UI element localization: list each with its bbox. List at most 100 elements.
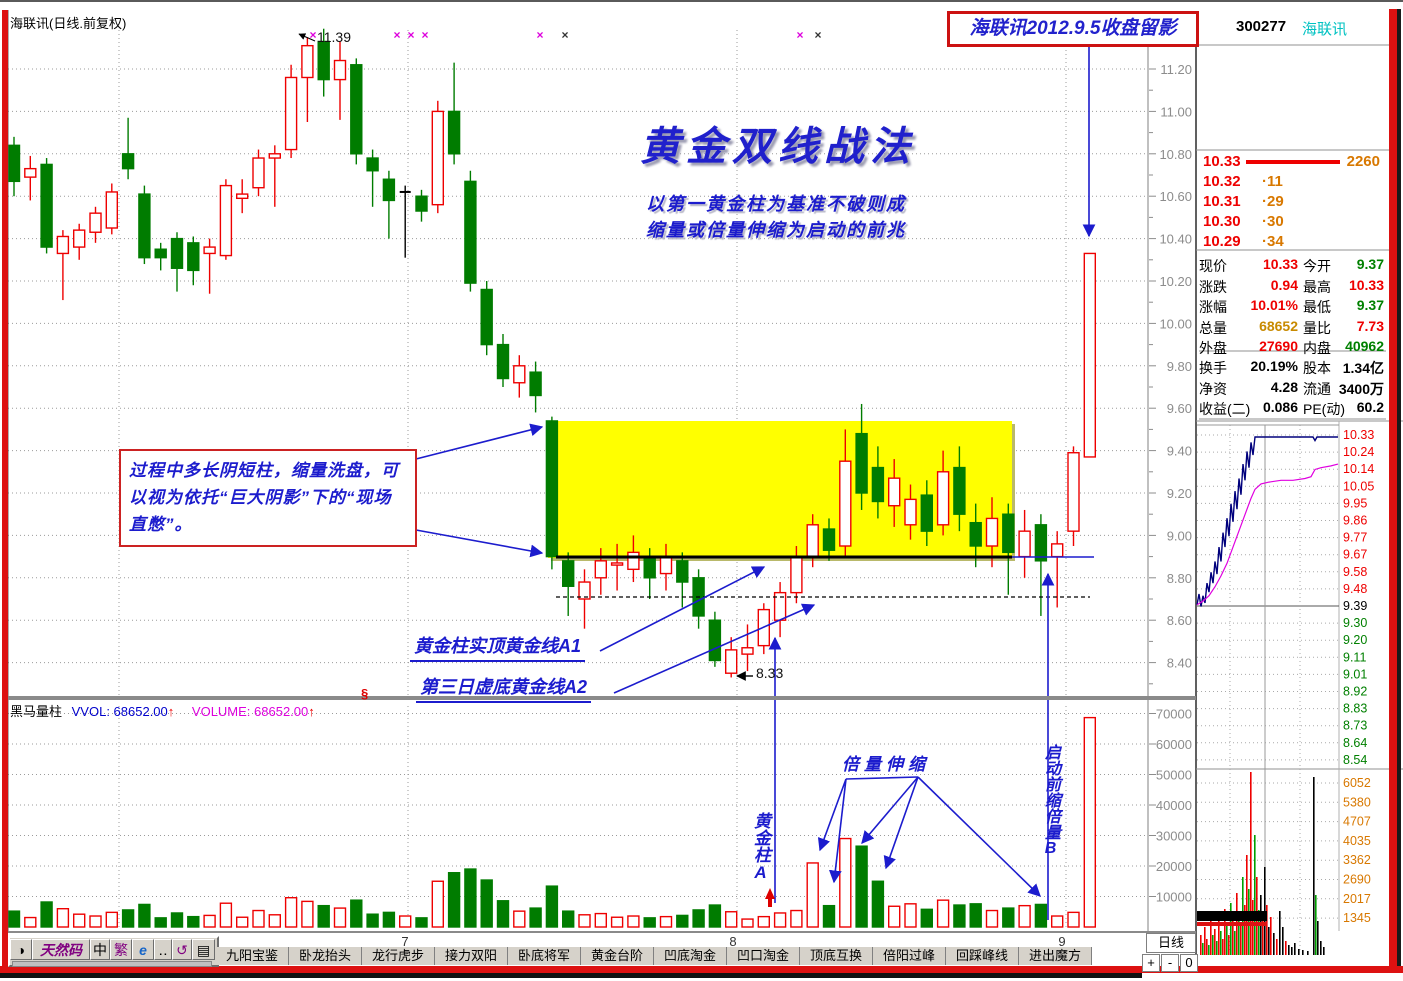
candle	[643, 548, 656, 599]
candle-body	[284, 76, 298, 151]
candle-body	[366, 157, 379, 172]
ime-status-strip	[12, 961, 212, 967]
mini-volume-spike	[1246, 855, 1248, 955]
mini-volume-label: 6052	[1343, 776, 1371, 790]
up-arrow-icon: ↑	[167, 704, 175, 719]
ime-logo-icon[interactable]: ◑	[10, 939, 32, 960]
volume-bar	[985, 909, 999, 928]
price-tick-label: 11.00	[1160, 104, 1192, 119]
candle	[839, 429, 852, 557]
section-marker: §	[361, 686, 369, 701]
ime-loop-icon[interactable]: ↺	[172, 939, 192, 960]
candle	[284, 64, 298, 159]
candle-body	[187, 242, 200, 272]
volume-bar	[105, 911, 119, 928]
tab-倍阳过峰[interactable]: 倍阳过峰	[873, 947, 946, 965]
candle	[627, 535, 640, 583]
mini-volume-spike	[1252, 900, 1254, 955]
candle-body	[806, 524, 819, 558]
candle-body	[904, 498, 917, 526]
ime-traditional-button[interactable]: 繁	[110, 939, 132, 960]
volume-bar	[676, 914, 689, 928]
candle	[496, 334, 510, 387]
volume-bar	[578, 914, 591, 928]
tab-凹底淘金[interactable]: 凹底淘金	[654, 947, 727, 965]
tab-接力双阳[interactable]: 接力双阳	[435, 947, 508, 965]
volume-bar	[741, 918, 754, 928]
candle	[431, 100, 444, 214]
vvol-value: VVOL: 68652.00	[71, 704, 168, 719]
volume-tick-label: 30000	[1156, 829, 1192, 844]
candle-body	[562, 560, 575, 587]
mini-price-label: 8.54	[1343, 753, 1367, 767]
tab-进出魔方[interactable]: 进出魔方	[1019, 947, 1092, 965]
mini-volume-spike	[1268, 927, 1270, 955]
peak-pointer-line	[298, 33, 316, 42]
candle	[235, 179, 249, 214]
candle-body	[138, 193, 151, 259]
ime-chinese-button[interactable]: 中	[90, 939, 110, 960]
volume-bar	[89, 915, 102, 928]
candle	[757, 603, 770, 655]
tab-顶底互换[interactable]: 顶底互换	[800, 947, 873, 965]
zoom-button--[interactable]: -	[1161, 954, 1179, 972]
candle-body	[415, 195, 428, 212]
candle-body	[985, 517, 999, 547]
volume-bar	[431, 880, 444, 928]
volume-bar	[203, 914, 216, 928]
left-red-border	[2, 10, 8, 966]
tab-凹口淘金[interactable]: 凹口淘金	[727, 947, 800, 965]
zoom-button-0[interactable]: 0	[1180, 954, 1198, 972]
candle-body	[578, 581, 591, 600]
candle-body	[170, 237, 184, 269]
volume-bar	[154, 917, 167, 928]
mini-price-label: 9.48	[1343, 582, 1367, 596]
tab-回踩峰线[interactable]: 回踩峰线	[946, 947, 1019, 965]
quote-value: 9.37	[1356, 256, 1384, 272]
candle	[741, 624, 754, 672]
candle-body	[529, 371, 542, 397]
top-frame-line	[0, 0, 1403, 2]
stock-code: 300277	[1236, 18, 1287, 35]
ime-dots-icon[interactable]: ‥	[154, 939, 172, 960]
tab-卧底将军[interactable]: 卧底将军	[508, 947, 581, 965]
candle-body	[154, 248, 167, 259]
quote-label: 涨幅	[1199, 299, 1227, 315]
tab-龙行虎步[interactable]: 龙行虎步	[362, 947, 435, 965]
candle-body	[431, 110, 444, 206]
ime-keyboard-icon[interactable]: ▤	[192, 939, 215, 960]
volume-bar	[871, 880, 885, 928]
candle	[1067, 446, 1080, 546]
ime-name-button[interactable]: 天然码	[32, 939, 90, 960]
candle	[806, 514, 819, 568]
candle	[985, 497, 999, 568]
tab-九阳宝鉴[interactable]: 九阳宝鉴	[216, 947, 289, 965]
candle	[105, 183, 119, 235]
candle	[252, 149, 265, 197]
volume-bar	[1034, 903, 1048, 928]
note-box: 过程中多长阴短柱，缩量洗盘，可以视为依托“巨大阴影”下的“现场直憋”。	[119, 449, 417, 547]
volume-bar	[888, 905, 901, 928]
mini-volume-spike	[1264, 867, 1266, 955]
quote-value: 10.01%	[1250, 297, 1298, 313]
volume-bar	[252, 909, 265, 928]
candle	[953, 446, 966, 532]
tab-卧龙抬头[interactable]: 卧龙抬头	[289, 947, 362, 965]
signal-x-icon: ×	[561, 28, 568, 42]
candle-body	[121, 153, 135, 170]
volume-bar	[904, 903, 917, 928]
period-selector[interactable]: 日线	[1146, 933, 1196, 953]
zoom-button-+[interactable]: +	[1142, 954, 1160, 972]
tab-黄金台阶[interactable]: 黄金台阶	[581, 947, 654, 965]
ime-browser-icon[interactable]: e	[132, 939, 154, 960]
candle	[708, 611, 722, 667]
volume-bar	[610, 916, 624, 928]
mini-volume-spike	[1208, 945, 1210, 955]
mini-volume-label: 2690	[1343, 873, 1371, 887]
volume-bar	[350, 899, 363, 928]
quote-value: 27690	[1259, 338, 1298, 354]
volume-bar	[301, 900, 314, 928]
key-low-label: 8.33	[756, 665, 784, 681]
volume-bar	[594, 912, 607, 928]
volume-bar	[121, 909, 135, 928]
